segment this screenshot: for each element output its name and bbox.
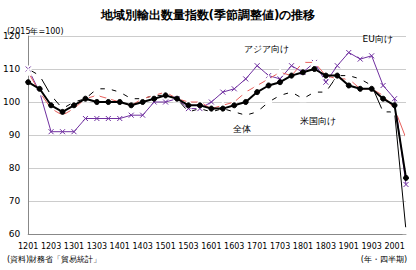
svg-text:(2015年=100): (2015年=100): [7, 27, 64, 36]
svg-text:1601: 1601: [201, 242, 221, 251]
svg-text:1703: 1703: [270, 242, 290, 251]
svg-text:70: 70: [9, 196, 21, 206]
svg-text:1701: 1701: [247, 242, 267, 251]
svg-text:2001: 2001: [384, 242, 404, 251]
svg-text:1801: 1801: [293, 242, 313, 251]
svg-text:米国向け: 米国向け: [300, 116, 336, 126]
svg-text:120: 120: [3, 31, 21, 41]
svg-text:(年・四半期): (年・四半期): [361, 255, 407, 264]
svg-text:80: 80: [9, 163, 21, 173]
svg-text:アジア向け: アジア向け: [244, 44, 289, 54]
svg-text:1203: 1203: [41, 242, 61, 251]
svg-text:90: 90: [9, 130, 21, 140]
svg-text:EU向け: EU向け: [363, 34, 393, 44]
svg-text:1301: 1301: [64, 242, 84, 251]
svg-text:1403: 1403: [132, 242, 152, 251]
svg-text:地域別輸出数量指数(季節調整値)の推移: 地域別輸出数量指数(季節調整値)の推移: [100, 8, 316, 22]
svg-text:1201: 1201: [18, 242, 38, 251]
svg-text:110: 110: [3, 64, 20, 74]
svg-text:(資料)財務省「貿易統計」: (資料)財務省「貿易統計」: [7, 255, 101, 264]
svg-text:1503: 1503: [178, 242, 198, 251]
svg-text:1803: 1803: [316, 242, 336, 251]
svg-text:1901: 1901: [339, 242, 359, 251]
svg-text:100: 100: [3, 97, 20, 107]
svg-text:1603: 1603: [224, 242, 244, 251]
svg-text:1303: 1303: [87, 242, 107, 251]
svg-text:1903: 1903: [361, 242, 381, 251]
svg-text:60: 60: [9, 229, 21, 239]
svg-text:1401: 1401: [110, 242, 130, 251]
svg-text:全体: 全体: [233, 124, 251, 134]
svg-text:1501: 1501: [155, 242, 175, 251]
